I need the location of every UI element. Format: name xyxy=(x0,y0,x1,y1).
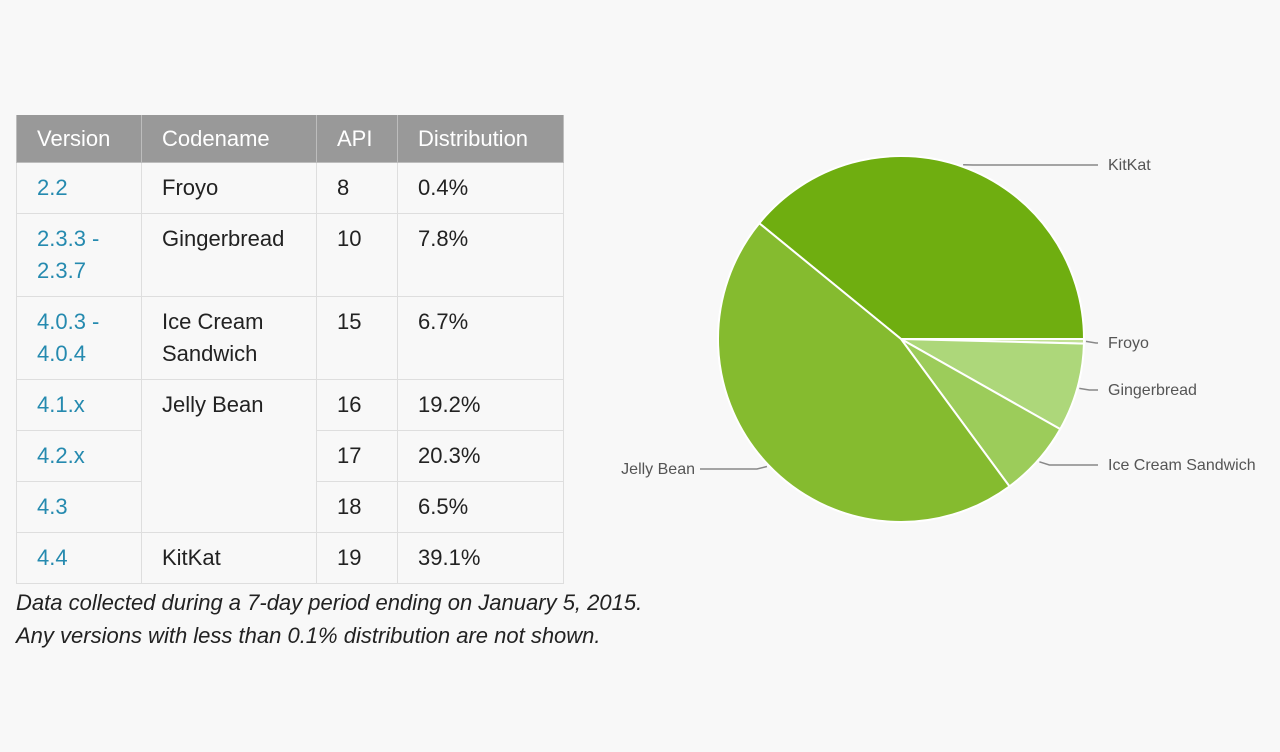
distribution-table-container: Version Codename API Distribution 2.2 Fr… xyxy=(16,115,564,584)
table-row: 4.1.x Jelly Bean 16 19.2% xyxy=(16,379,564,533)
distribution-cell: 7.8% xyxy=(397,213,564,297)
table-row: 4.2.x 17 20.3% xyxy=(16,430,564,482)
pie-label-ice-cream-sandwich: Ice Cream Sandwich xyxy=(1108,457,1256,474)
distribution-cell: 19.2% xyxy=(397,379,564,431)
leader-line-jelly-bean xyxy=(700,465,768,470)
api-cell: 17 xyxy=(316,430,398,482)
codename-cell: Jelly Bean xyxy=(141,379,317,533)
codename-cell: Ice Cream Sandwich xyxy=(141,296,317,380)
codename-cell: KitKat xyxy=(141,532,317,584)
api-cell: 8 xyxy=(316,162,398,214)
pie-slice-jelly-bean xyxy=(717,221,1011,523)
pie-label-kitkat: KitKat xyxy=(1108,157,1151,174)
version-cell[interactable]: 4.4 xyxy=(16,532,142,584)
api-cell: 10 xyxy=(316,213,398,297)
distribution-cell: 20.3% xyxy=(397,430,564,482)
codename-cell: Froyo xyxy=(141,162,317,214)
version-text[interactable]: 4.0.3 - 4.0.4 xyxy=(37,309,100,366)
distribution-table: Version Codename API Distribution 2.2 Fr… xyxy=(16,115,564,584)
data-note: Data collected during a 7-day period end… xyxy=(16,586,642,652)
api-cell: 19 xyxy=(316,532,398,584)
table-row: 4.4 KitKat 19 39.1% xyxy=(16,532,564,584)
header-version: Version xyxy=(16,115,142,163)
table-header-row: Version Codename API Distribution xyxy=(16,115,564,163)
distribution-cell: 39.1% xyxy=(397,532,564,584)
codename-cell: Gingerbread xyxy=(141,213,317,297)
table-row: 2.3.3 - 2.3.7 Gingerbread 10 7.8% xyxy=(16,213,564,297)
pie-slices xyxy=(717,155,1086,523)
version-cell[interactable]: 4.0.3 - 4.0.4 xyxy=(16,296,142,380)
leader-line-gingerbread xyxy=(1079,387,1098,391)
pie-slice-kitkat xyxy=(757,155,1086,340)
pie-labels: KitKat Froyo Gingerbread Ice Cream Sandwich… xyxy=(621,157,1255,478)
pie-label-froyo: Froyo xyxy=(1108,335,1149,352)
note-line-2: Any versions with less than 0.1% distrib… xyxy=(16,623,601,648)
note-line-1: Data collected during a 7-day period end… xyxy=(16,590,643,615)
leader-line-froyo xyxy=(1085,340,1098,344)
pie-label-jelly-bean: Jelly Bean xyxy=(621,461,695,478)
header-distribution: Distribution xyxy=(397,115,564,163)
version-text[interactable]: 2.3.3 - 2.3.7 xyxy=(37,226,100,283)
table-row: 2.2 Froyo 8 0.4% xyxy=(16,162,564,214)
header-api: API xyxy=(316,115,398,163)
distribution-cell: 0.4% xyxy=(397,162,564,214)
distribution-cell: 6.5% xyxy=(397,481,564,533)
table-row: 4.0.3 - 4.0.4 Ice Cream Sandwich 15 6.7% xyxy=(16,296,564,380)
distribution-cell: 6.7% xyxy=(397,296,564,380)
codename-text: Ice Cream Sandwich xyxy=(162,309,264,366)
api-cell: 18 xyxy=(316,481,398,533)
version-cell[interactable]: 2.2 xyxy=(16,162,142,214)
leader-line-ice-cream-sandwich xyxy=(1039,461,1098,466)
api-cell: 15 xyxy=(316,296,398,380)
pie-label-gingerbread: Gingerbread xyxy=(1108,382,1197,399)
